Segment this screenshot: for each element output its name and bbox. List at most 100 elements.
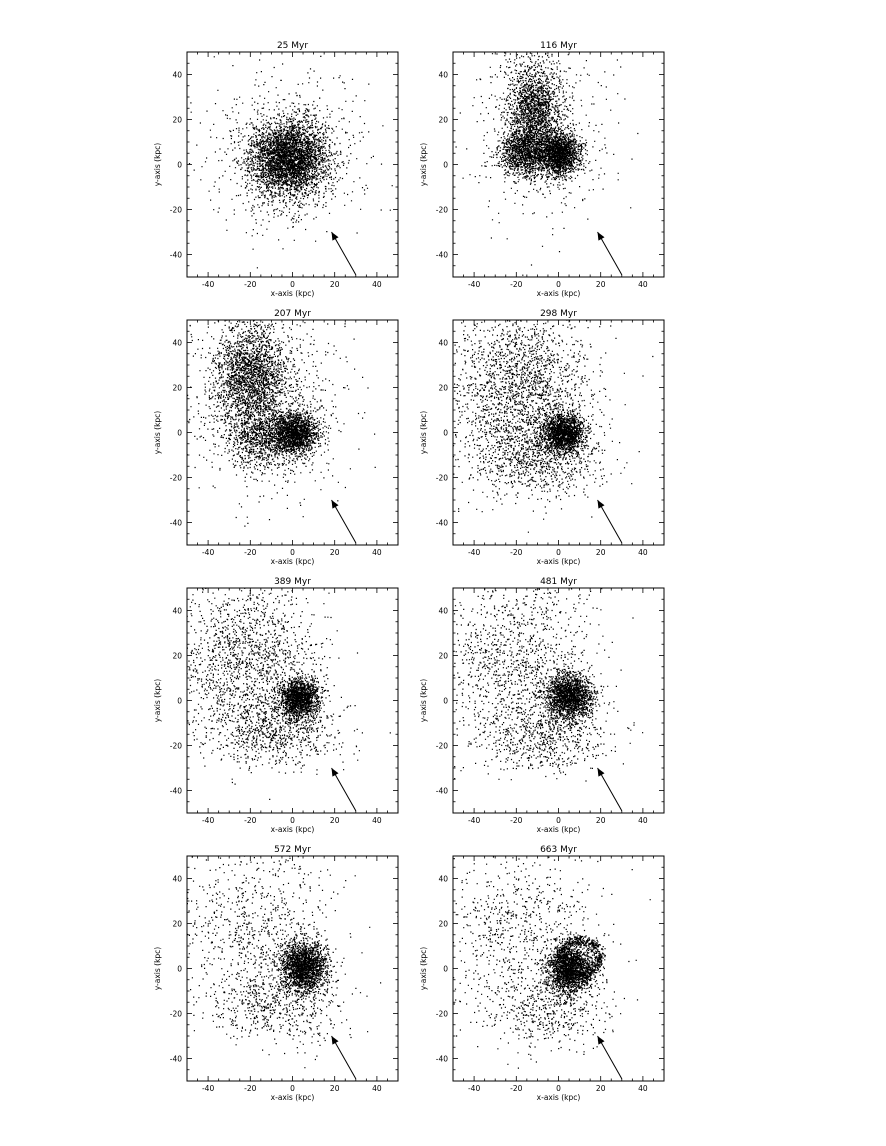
arrow-shaft xyxy=(331,1035,357,1079)
arrow-shaft xyxy=(597,499,623,543)
y-tick-label: -20 xyxy=(170,206,182,215)
direction-arrow xyxy=(597,231,623,275)
y-tick-label: 20 xyxy=(438,384,448,393)
y-tick-label: 40 xyxy=(438,339,448,348)
y-tick-label: -40 xyxy=(170,787,182,796)
x-axis-label: x-axis (kpc) xyxy=(537,289,581,298)
x-tick-label: 20 xyxy=(596,1084,606,1093)
panel-title: 25 Myr xyxy=(277,41,308,51)
y-axis-label: y-axis (kpc) xyxy=(153,679,162,723)
x-tick-label: 20 xyxy=(330,280,340,289)
arrow-head xyxy=(597,768,605,777)
x-tick-label: 40 xyxy=(372,1084,382,1093)
panel-title: 663 Myr xyxy=(540,845,577,855)
ticks xyxy=(186,51,399,278)
x-tick-label: -40 xyxy=(202,280,214,289)
scatter-points xyxy=(187,856,398,1069)
y-tick-label: -40 xyxy=(436,787,448,796)
x-axis-label: x-axis (kpc) xyxy=(271,825,315,834)
panel-title: 207 Myr xyxy=(274,309,311,319)
y-tick-label: 20 xyxy=(172,116,182,125)
arrow-head xyxy=(331,500,339,509)
arrow-head xyxy=(597,232,605,241)
panel-4: 298 Myr -40 -20 0 20 40 -40 -20 0 20 40 x-axis (kpc… xyxy=(419,309,665,566)
scatter-points xyxy=(187,320,376,545)
x-tick-label: -40 xyxy=(202,548,214,557)
arrow-head xyxy=(331,768,339,777)
x-tick-label: 20 xyxy=(596,816,606,825)
particle-cloud xyxy=(187,588,391,800)
x-tick-label: -40 xyxy=(468,1084,480,1093)
x-tick-label: -20 xyxy=(244,548,256,557)
x-tick-label: 40 xyxy=(372,816,382,825)
x-tick-label: 0 xyxy=(290,1084,295,1093)
x-tick-label: -40 xyxy=(202,1084,214,1093)
particle-cloud xyxy=(187,320,376,545)
x-tick-label: 0 xyxy=(290,816,295,825)
y-tick-label: -20 xyxy=(436,1010,448,1019)
y-tick-label: 40 xyxy=(172,607,182,616)
scatter-points xyxy=(187,588,391,800)
arrow-shaft xyxy=(331,499,357,543)
y-tick-label: 40 xyxy=(438,607,448,616)
y-tick-label: 0 xyxy=(177,697,182,706)
direction-arrow xyxy=(597,1035,623,1079)
y-tick-label: 20 xyxy=(172,920,182,929)
arrow-shaft xyxy=(597,767,623,811)
scatter-points xyxy=(453,856,651,1069)
particle-cloud xyxy=(187,55,393,269)
ticks xyxy=(186,587,399,814)
x-axis-label: x-axis (kpc) xyxy=(271,557,315,566)
plot-frame xyxy=(186,855,399,1082)
panel-title: 572 Myr xyxy=(274,845,311,855)
x-tick-label: 0 xyxy=(556,816,561,825)
panel-title: 116 Myr xyxy=(540,41,577,51)
x-tick-label: -20 xyxy=(510,816,522,825)
y-tick-label: 40 xyxy=(172,71,182,80)
direction-arrow xyxy=(331,499,357,543)
y-tick-label: 0 xyxy=(443,161,448,170)
x-tick-label: 40 xyxy=(638,548,648,557)
x-axis-label: x-axis (kpc) xyxy=(271,1093,315,1102)
particle-cloud xyxy=(187,856,398,1069)
y-tick-label: -40 xyxy=(170,519,182,528)
particle-cloud xyxy=(453,320,654,533)
y-tick-label: 20 xyxy=(172,652,182,661)
y-tick-label: 0 xyxy=(443,965,448,974)
particle-cloud xyxy=(453,588,644,782)
arrow-shaft xyxy=(331,767,357,811)
y-tick-label: 20 xyxy=(438,116,448,125)
x-tick-label: -40 xyxy=(468,280,480,289)
x-tick-label: -20 xyxy=(510,280,522,289)
y-tick-label: 40 xyxy=(438,71,448,80)
x-tick-label: 40 xyxy=(638,1084,648,1093)
panel-2: 116 Myr -40 -20 0 20 40 -40 -20 0 20 40 x-axis (kpc… xyxy=(419,41,665,298)
ticks xyxy=(452,319,665,546)
x-axis-label: x-axis (kpc) xyxy=(537,557,581,566)
x-axis-label: x-axis (kpc) xyxy=(271,289,315,298)
scatter-points xyxy=(455,52,639,276)
x-tick-label: 20 xyxy=(596,548,606,557)
y-tick-label: -20 xyxy=(170,1010,182,1019)
x-tick-label: 20 xyxy=(596,280,606,289)
x-tick-label: 40 xyxy=(638,280,648,289)
x-tick-label: 0 xyxy=(556,548,561,557)
x-tick-label: 20 xyxy=(330,816,340,825)
panel-5: 389 Myr -40 -20 0 20 40 -40 -20 0 20 40 x-axis (kpc… xyxy=(153,577,399,834)
x-tick-label: 40 xyxy=(638,816,648,825)
y-tick-label: 0 xyxy=(443,697,448,706)
scatter-points xyxy=(453,588,644,782)
ticks xyxy=(186,319,399,546)
y-tick-label: 0 xyxy=(177,965,182,974)
direction-arrow xyxy=(331,767,357,811)
arrow-head xyxy=(597,500,605,509)
arrow-head xyxy=(597,1036,605,1045)
particle-cloud xyxy=(453,856,651,1069)
direction-arrow xyxy=(331,1035,357,1079)
x-tick-label: -40 xyxy=(468,816,480,825)
panel-3: 207 Myr -40 -20 0 20 40 -40 -20 0 20 40 x-axis (kpc… xyxy=(153,309,399,566)
y-axis-label: y-axis (kpc) xyxy=(153,143,162,187)
x-tick-label: 40 xyxy=(372,280,382,289)
arrow-shaft xyxy=(331,231,357,275)
